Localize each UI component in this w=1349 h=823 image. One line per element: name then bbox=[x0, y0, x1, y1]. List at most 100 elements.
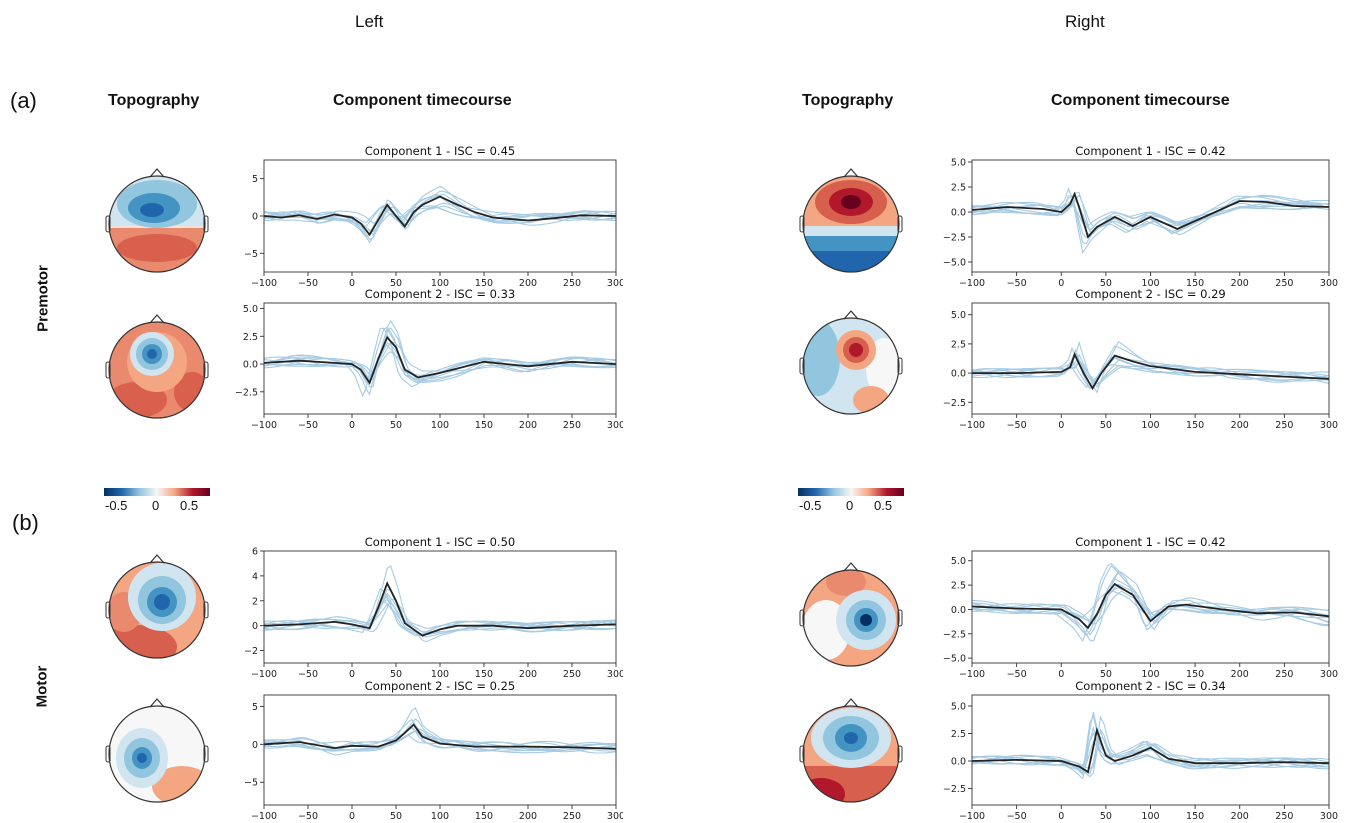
x-tick-label: 200 bbox=[519, 278, 537, 289]
x-tick-label: 150 bbox=[1186, 811, 1204, 822]
x-tick-label: −50 bbox=[298, 669, 318, 680]
y-tick-label: 0 bbox=[252, 212, 258, 223]
x-tick-label: 0 bbox=[1058, 420, 1064, 431]
timecourse-left-motor-1: Component 1 - ISC = 0.50 −100 −50 0 50 100 150… bbox=[244, 535, 623, 680]
y-tick-label: 2.5 bbox=[951, 183, 966, 194]
subject-trace bbox=[971, 562, 1329, 643]
topomap-left-premotor-1 bbox=[105, 168, 209, 273]
mean-trace bbox=[972, 352, 1330, 391]
y-tick-label: 0.0 bbox=[951, 757, 966, 768]
y-tick-label: −2.5 bbox=[943, 784, 966, 795]
x-tick-label: 300 bbox=[1320, 811, 1338, 822]
x-tick-label: 250 bbox=[563, 669, 581, 680]
timecourse-left-premotor-2: Component 2 - ISC = 0.33 −100 −50 0 50 100 150… bbox=[235, 287, 623, 431]
x-tick-label: −100 bbox=[251, 420, 277, 431]
mean-trace bbox=[263, 195, 617, 237]
x-tick-label: −100 bbox=[959, 278, 985, 289]
chart-title: Component 1 - ISC = 0.50 bbox=[365, 535, 515, 549]
x-tick-label: 200 bbox=[519, 420, 537, 431]
y-tick-label: −5 bbox=[244, 249, 258, 260]
subject-trace bbox=[971, 572, 1330, 636]
subject-trace bbox=[971, 195, 1330, 239]
y-tick-label: 2.5 bbox=[951, 339, 966, 350]
colorbar-left-tick: 0.5 bbox=[180, 498, 199, 513]
x-tick-label: 200 bbox=[1231, 278, 1249, 289]
y-tick-label: −5 bbox=[244, 778, 258, 789]
timecourse-right-premotor-2: Component 2 - ISC = 0.29 −100 −50 0 50 100 150… bbox=[943, 287, 1338, 431]
timecourse-right-motor-1: Component 1 - ISC = 0.42 −100 −50 0 50 100 150… bbox=[943, 535, 1338, 680]
x-tick-label: 150 bbox=[1186, 420, 1204, 431]
chart-title: Component 2 - ISC = 0.33 bbox=[365, 287, 515, 301]
subject-trace bbox=[971, 578, 1330, 637]
y-tick-label: 0.0 bbox=[951, 369, 966, 380]
timecourse-right-motor-2: Component 2 - ISC = 0.34 −100 −50 0 50 100 150… bbox=[943, 679, 1338, 822]
x-tick-label: 250 bbox=[1275, 278, 1293, 289]
y-tick-label: 5.0 bbox=[951, 702, 966, 713]
x-tick-label: 150 bbox=[475, 811, 493, 822]
x-tick-label: 0 bbox=[1058, 811, 1064, 822]
x-tick-label: −50 bbox=[298, 811, 318, 822]
y-tick-label: 5 bbox=[252, 702, 258, 713]
topomap-right-premotor-1 bbox=[799, 168, 903, 273]
y-tick-label: 6 bbox=[252, 547, 258, 558]
subject-trace bbox=[263, 205, 617, 228]
colorbar-right-tick: -0.5 bbox=[799, 498, 822, 513]
chart-title: Component 2 - ISC = 0.25 bbox=[365, 679, 515, 693]
x-tick-label: 100 bbox=[1141, 420, 1159, 431]
x-tick-label: −100 bbox=[959, 811, 985, 822]
y-tick-label: 0.0 bbox=[243, 360, 258, 371]
x-tick-label: 0 bbox=[349, 278, 355, 289]
x-tick-label: 300 bbox=[1320, 669, 1338, 680]
subject-trace bbox=[263, 351, 617, 376]
x-tick-label: −50 bbox=[1007, 278, 1027, 289]
x-tick-label: 100 bbox=[431, 420, 449, 431]
y-tick-label: −5.0 bbox=[943, 654, 966, 665]
mean-trace bbox=[971, 582, 1330, 630]
subject-trace bbox=[263, 598, 617, 633]
topography-heading-right: Topography bbox=[802, 92, 894, 109]
y-tick-label: 5.0 bbox=[951, 556, 966, 567]
x-tick-label: 150 bbox=[1186, 669, 1204, 680]
x-tick-label: 100 bbox=[1141, 811, 1159, 822]
subject-trace bbox=[971, 198, 1330, 231]
y-tick-label: 0.0 bbox=[951, 605, 966, 616]
chart-title: Component 1 - ISC = 0.45 bbox=[365, 144, 515, 158]
mean-trace bbox=[263, 335, 617, 385]
mean-trace bbox=[971, 726, 1330, 774]
x-tick-label: 100 bbox=[431, 669, 449, 680]
x-tick-label: 50 bbox=[390, 278, 402, 289]
subject-trace bbox=[971, 731, 1330, 768]
colorbar-right-tick: 0.5 bbox=[874, 498, 893, 513]
y-tick-label: −2.5 bbox=[235, 387, 258, 398]
x-tick-label: 200 bbox=[519, 811, 537, 822]
y-tick-label: 0 bbox=[252, 740, 258, 751]
x-tick-label: 0 bbox=[1058, 669, 1064, 680]
x-tick-label: 100 bbox=[431, 811, 449, 822]
subject-trace bbox=[263, 190, 616, 240]
x-tick-label: 300 bbox=[607, 420, 623, 431]
chart-title: Component 2 - ISC = 0.34 bbox=[1075, 679, 1225, 693]
timecourse-heading-right: Component timecourse bbox=[1051, 92, 1230, 109]
subject-trace bbox=[971, 340, 1330, 394]
x-tick-label: −50 bbox=[298, 278, 318, 289]
colorbar-right bbox=[798, 488, 904, 496]
x-tick-label: 50 bbox=[390, 669, 402, 680]
plot-frame bbox=[263, 550, 617, 664]
subject-trace bbox=[971, 198, 1330, 235]
x-tick-label: 300 bbox=[607, 811, 623, 822]
x-tick-label: 50 bbox=[390, 420, 402, 431]
mean-trace bbox=[263, 723, 617, 750]
y-tick-label: −2.5 bbox=[943, 398, 966, 409]
y-tick-label: 5.0 bbox=[951, 158, 966, 169]
x-tick-label: 250 bbox=[1275, 811, 1293, 822]
y-tick-label: 2.5 bbox=[243, 332, 258, 343]
x-tick-label: 300 bbox=[1320, 420, 1338, 431]
row-label-motor: Motor bbox=[33, 665, 51, 708]
chart-title: Component 1 - ISC = 0.42 bbox=[1075, 144, 1225, 158]
x-tick-label: 150 bbox=[475, 669, 493, 680]
timecourse-left-motor-2: Component 2 - ISC = 0.25−100 −50 0 50 100 150… bbox=[244, 679, 623, 822]
colorbar-left bbox=[104, 488, 210, 496]
x-tick-label: 150 bbox=[475, 420, 493, 431]
x-tick-label: −100 bbox=[251, 811, 277, 822]
y-tick-label: −2 bbox=[244, 646, 258, 657]
